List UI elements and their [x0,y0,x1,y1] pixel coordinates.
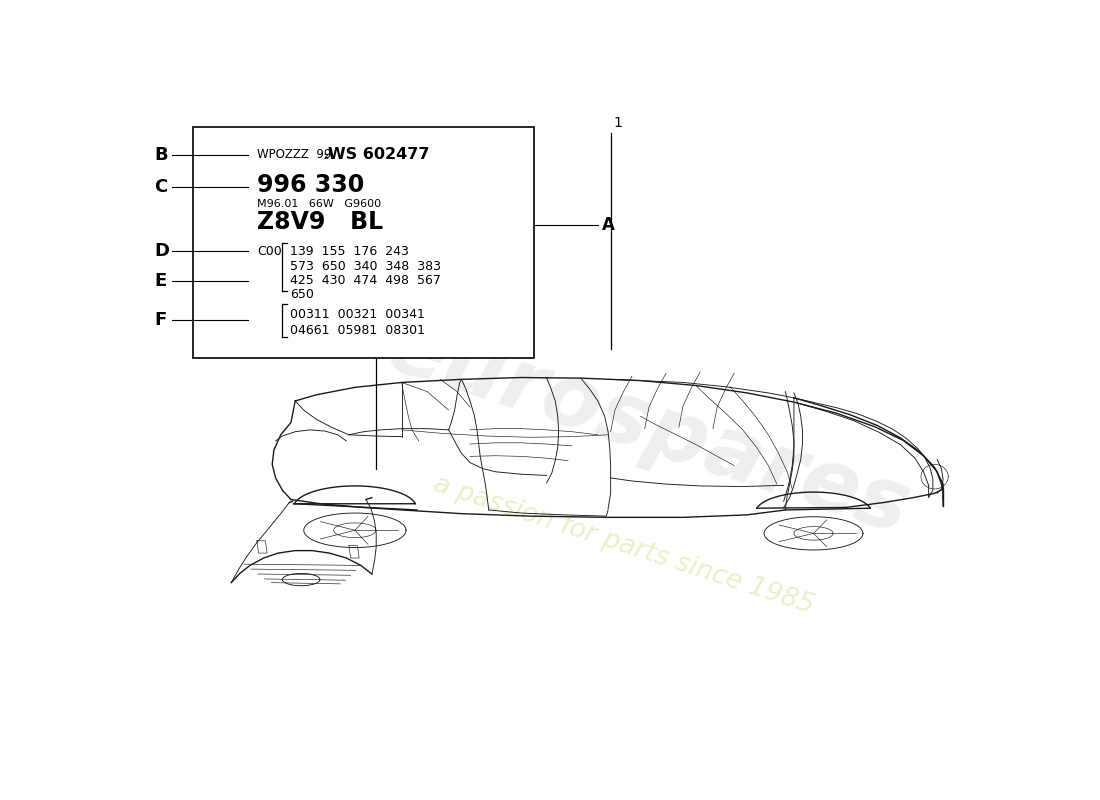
Text: eurospares: eurospares [377,305,921,552]
Text: C: C [154,178,168,196]
Text: D: D [154,242,169,260]
Text: WPOZZZ  99: WPOZZZ 99 [257,148,331,161]
Text: z: z [323,152,328,161]
Text: 573  650  340  348  383: 573 650 340 348 383 [290,260,441,273]
Text: 650: 650 [290,288,314,301]
Text: 04661  05981  08301: 04661 05981 08301 [290,323,425,337]
Text: 00311  00321  00341: 00311 00321 00341 [290,308,425,321]
Text: C00: C00 [257,245,282,258]
Text: 425  430  474  498  567: 425 430 474 498 567 [290,274,441,287]
Text: B: B [154,146,168,163]
Text: WS 602477: WS 602477 [328,147,429,162]
Text: E: E [154,272,167,290]
Text: 996 330: 996 330 [257,174,364,198]
Text: M96.01   66W   G9600: M96.01 66W G9600 [257,199,381,209]
Text: F: F [154,311,167,330]
Bar [192,126,534,358]
Text: 1: 1 [613,116,623,130]
Text: 139  155  176  243: 139 155 176 243 [290,245,409,258]
Text: Z8V9   BL: Z8V9 BL [257,210,383,234]
Text: A: A [602,216,615,234]
Text: a passion for parts since 1985: a passion for parts since 1985 [430,472,817,619]
